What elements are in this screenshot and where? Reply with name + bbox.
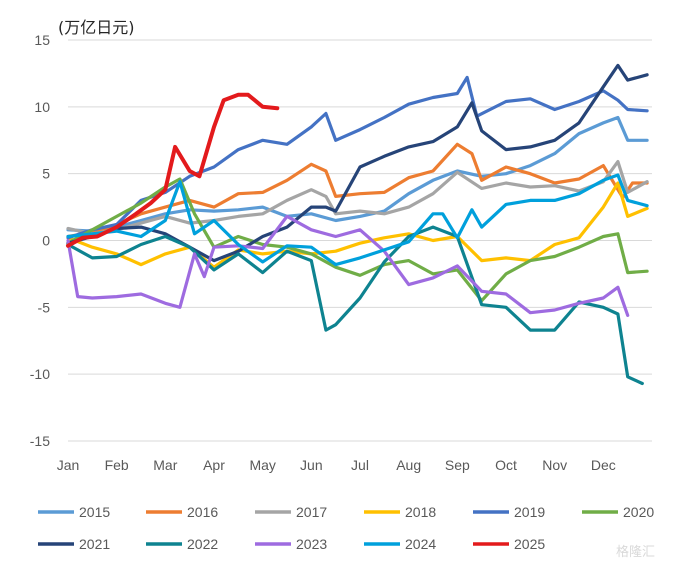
x-tick-label: Dec — [591, 457, 616, 473]
series-line-2020 — [66, 177, 649, 303]
legend: 2015 2016 2017 2018 2019 2020 2021 2022 2023 2024… — [38, 504, 654, 552]
x-tick-label: May — [249, 457, 275, 473]
legend-label-2018: 2018 — [405, 504, 436, 520]
legend-label-2019: 2019 — [514, 504, 545, 520]
x-tick-label: Aug — [396, 457, 421, 473]
series-line-2016 — [66, 142, 649, 239]
x-tick-label: Apr — [203, 457, 225, 473]
legend-label-2017: 2017 — [296, 504, 327, 520]
unit-label: (万亿日元) — [58, 18, 135, 37]
legend-label-2021: 2021 — [79, 536, 110, 552]
series-line-2024 — [66, 173, 649, 267]
x-tick-label: Sep — [445, 457, 470, 473]
series-lines — [66, 63, 649, 386]
y-tick-label: -15 — [30, 433, 50, 449]
series-line-2025 — [66, 92, 280, 248]
y-tick-label: 15 — [34, 32, 50, 48]
gridlines — [68, 39, 652, 442]
y-tick-label: 5 — [42, 166, 50, 182]
x-tick-label: Feb — [105, 457, 129, 473]
y-axis: 15 10 5 0 -5 -10 -15 — [30, 32, 50, 449]
series-line-2019 — [66, 75, 649, 240]
x-axis: Jan Feb Mar Apr May Jun Jul Aug Sep Oct Nov Dec — [57, 457, 616, 473]
legend-label-2022: 2022 — [187, 536, 218, 552]
legend-label-2016: 2016 — [187, 504, 218, 520]
x-tick-label: Jul — [351, 457, 369, 473]
y-tick-label: 0 — [42, 233, 50, 249]
y-tick-label: 10 — [34, 99, 50, 115]
x-tick-label: Jan — [57, 457, 80, 473]
series-line-2017 — [66, 160, 649, 236]
watermark-text: 格隆汇 — [616, 544, 655, 560]
legend-label-2024: 2024 — [405, 536, 436, 552]
series-line-2022 — [66, 225, 644, 386]
y-tick-label: -5 — [38, 299, 51, 315]
x-tick-label: Jun — [300, 457, 323, 473]
legend-label-2020: 2020 — [623, 504, 654, 520]
series-line-2023 — [66, 214, 630, 317]
y-tick-label: -10 — [30, 366, 50, 382]
x-tick-label: Oct — [495, 457, 517, 473]
x-tick-label: Mar — [153, 457, 177, 473]
legend-label-2025: 2025 — [514, 536, 545, 552]
x-tick-label: Nov — [542, 457, 567, 473]
legend-label-2015: 2015 — [79, 504, 110, 520]
legend-label-2023: 2023 — [296, 536, 327, 552]
